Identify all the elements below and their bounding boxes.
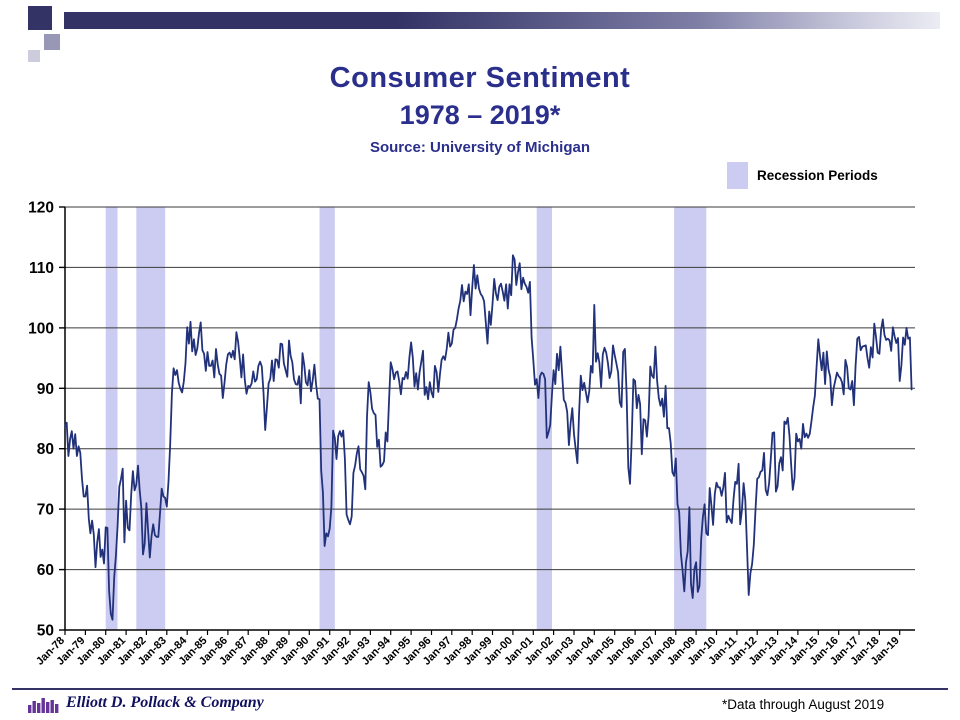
page-title: Consumer Sentiment (329, 62, 631, 94)
company-logo-icon (28, 698, 59, 713)
svg-text:90: 90 (37, 381, 54, 398)
recession-band-swatch (727, 162, 748, 189)
deco-square-small (28, 50, 40, 62)
svg-text:100: 100 (28, 320, 54, 337)
deco-gradient-bar (64, 12, 940, 29)
svg-text:70: 70 (37, 502, 54, 519)
svg-text:60: 60 (37, 562, 54, 579)
consumer-sentiment-line-chart: 5060708090100110120Jan-78Jan-79Jan-80Jan… (28, 200, 915, 668)
legend-label: Recession Periods (757, 168, 878, 183)
footer-divider (12, 688, 948, 690)
data-note: *Data through August 2019 (722, 697, 885, 712)
svg-text:80: 80 (37, 441, 54, 458)
company-name: Elliott D. Pollack & Company (66, 694, 264, 711)
svg-text:110: 110 (29, 260, 54, 277)
svg-text:120: 120 (28, 200, 54, 217)
legend: Recession Periods (727, 162, 878, 189)
svg-text:50: 50 (37, 623, 54, 640)
source-label: Source: University of Michigan (369, 139, 591, 156)
page-subtitle: 1978 – 2019* (399, 100, 561, 130)
deco-square-medium (44, 34, 60, 50)
deco-square-large (28, 6, 52, 30)
